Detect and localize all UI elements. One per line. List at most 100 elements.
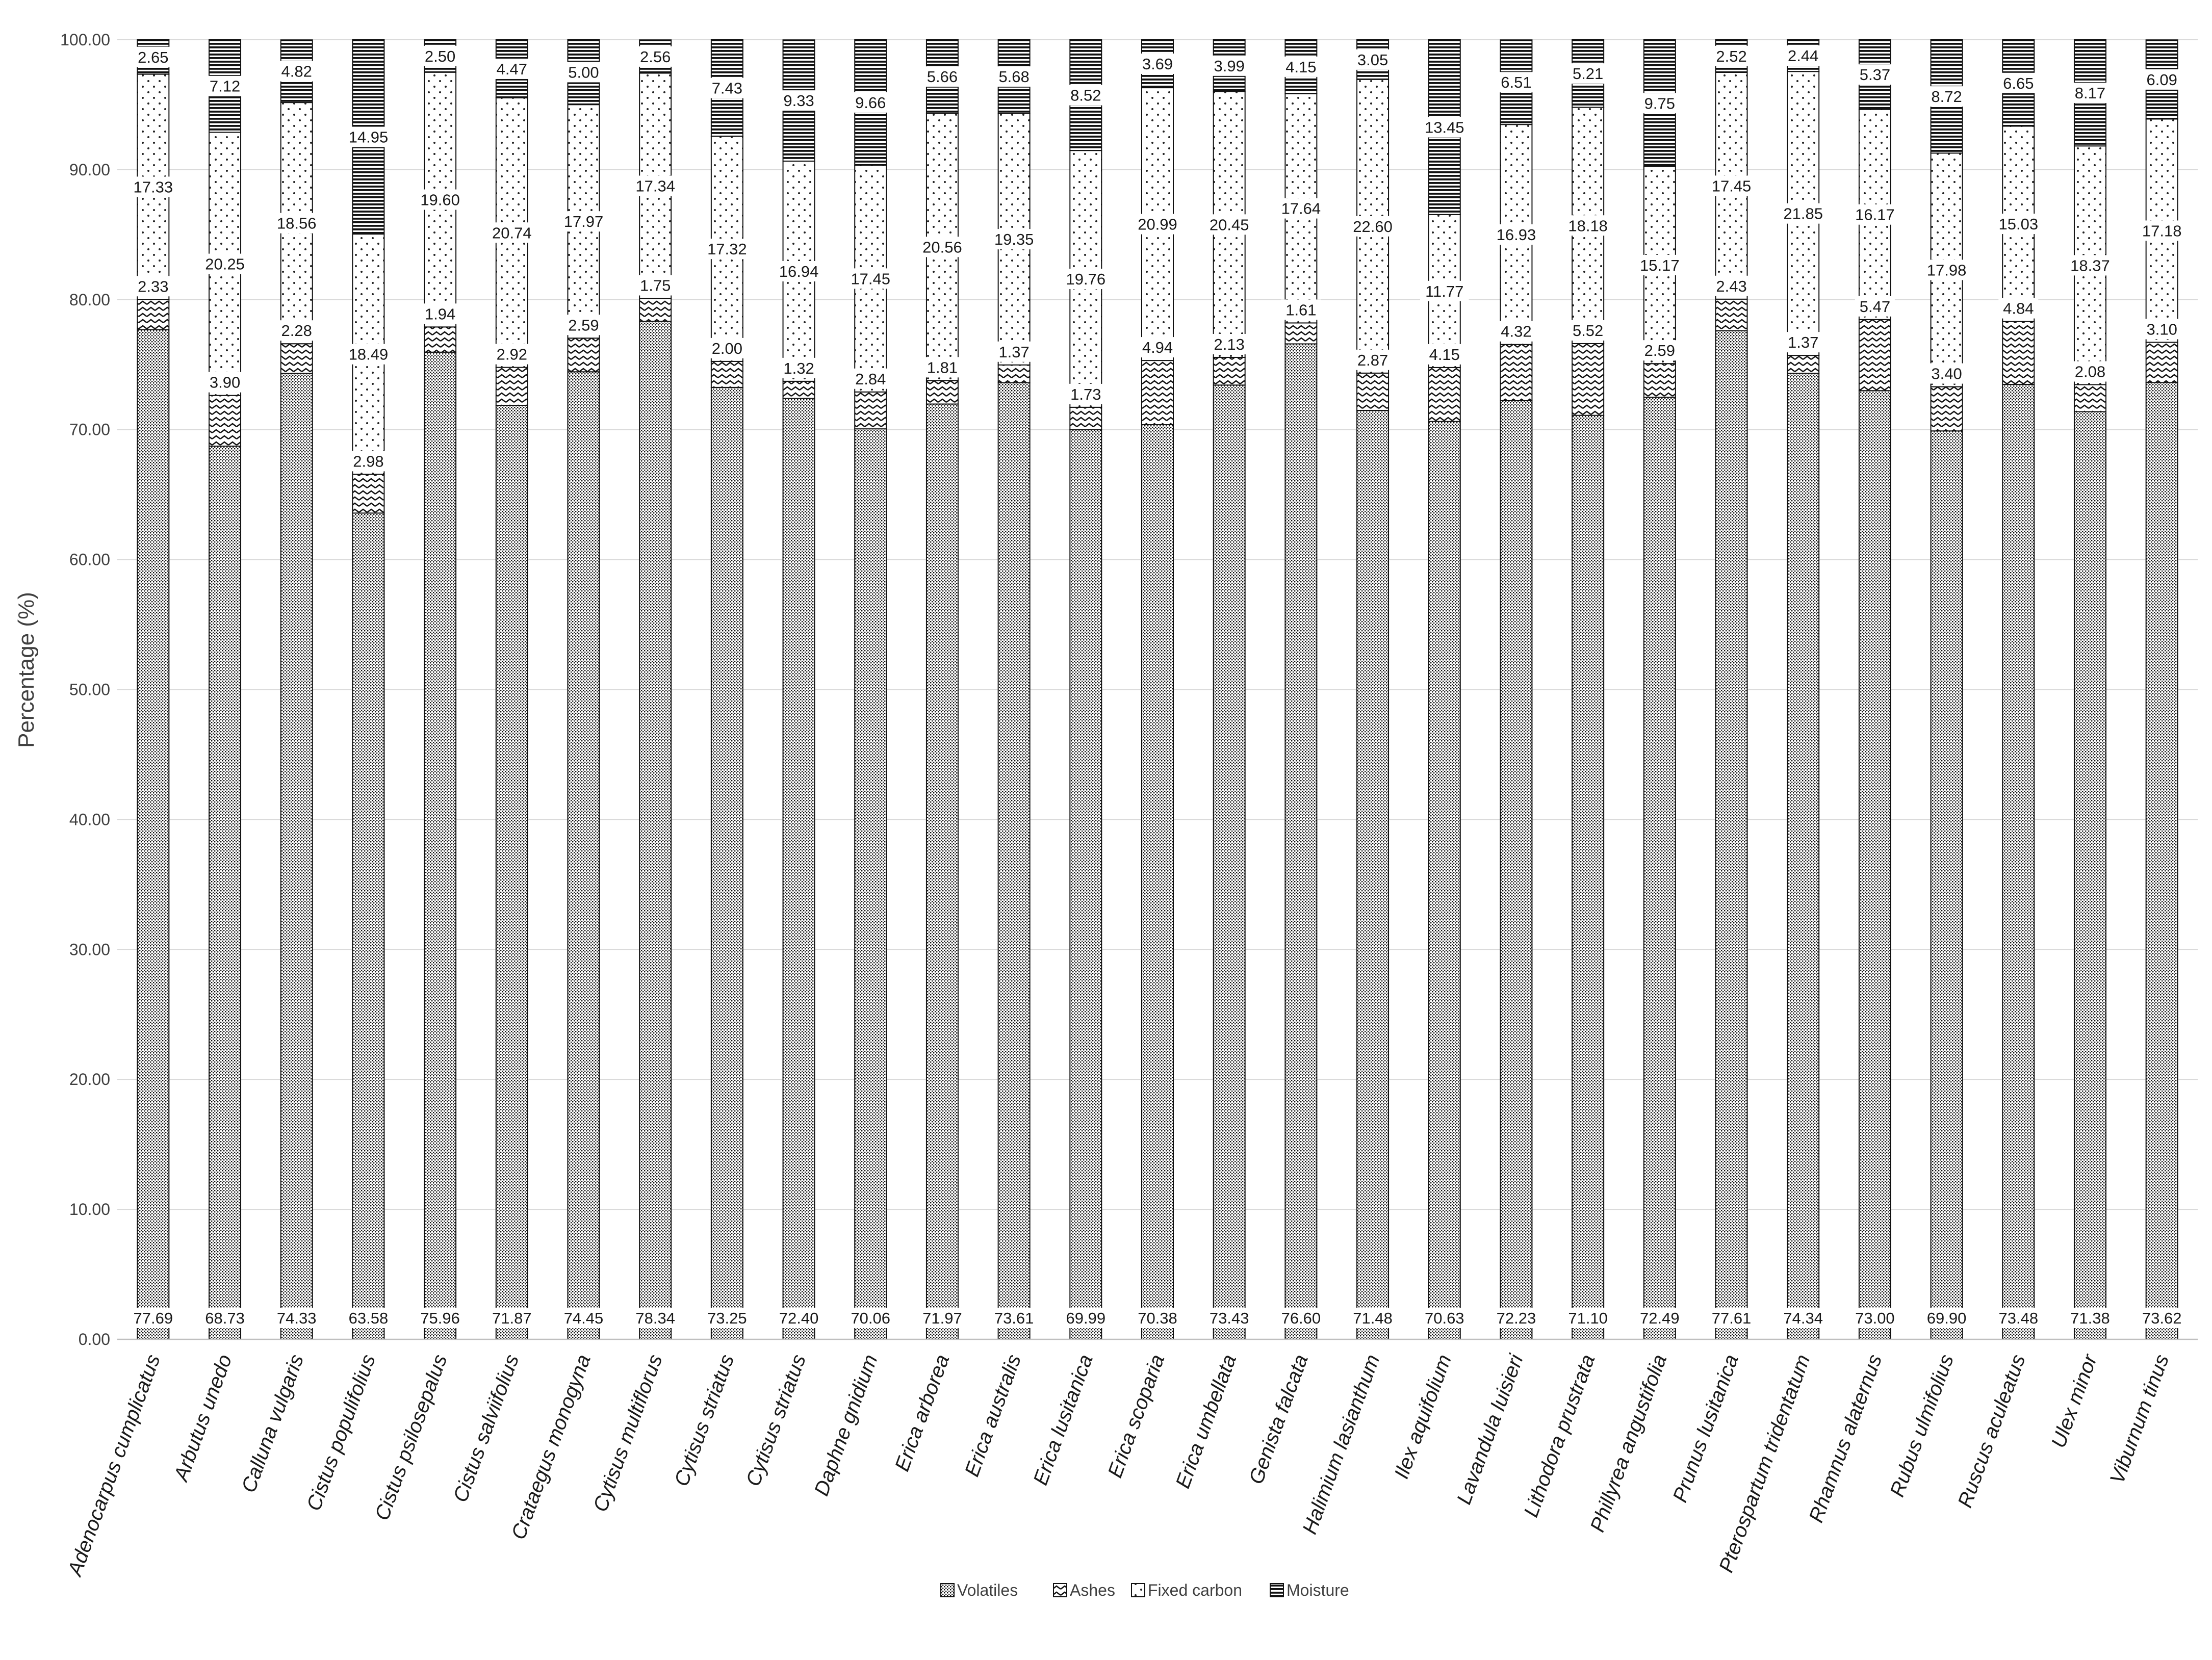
- data-label: 71.38: [2070, 1309, 2110, 1327]
- legend-swatch: [940, 1583, 955, 1597]
- data-label: 20.99: [1138, 216, 1177, 234]
- data-label: 1.61: [1285, 301, 1316, 319]
- data-label: 2.44: [1788, 47, 1818, 65]
- data-label: 8.17: [2075, 84, 2105, 102]
- bar-segment: [1428, 421, 1461, 1340]
- data-label: 1.73: [1070, 385, 1101, 403]
- data-label: 2.52: [1716, 47, 1746, 65]
- data-label-bg: [559, 1308, 608, 1328]
- bar-segment: [1858, 319, 1891, 392]
- data-label-bg: [631, 175, 680, 196]
- data-label: 75.96: [420, 1309, 460, 1327]
- y-tick-label: 20.00: [69, 1070, 110, 1088]
- data-label: 18.49: [349, 346, 389, 364]
- data-label-bg: [1711, 45, 1752, 66]
- bar-segment: [2002, 383, 2035, 1340]
- bar-segment: [782, 398, 815, 1340]
- data-label: 72.49: [1640, 1309, 1680, 1327]
- data-label: 70.38: [1138, 1309, 1177, 1327]
- x-tick-label: Cistus psilosepalus: [371, 1352, 451, 1523]
- data-label-bg: [1998, 298, 2039, 319]
- y-tick-label: 80.00: [69, 291, 110, 309]
- data-label-bg: [205, 372, 245, 393]
- data-label: 2.98: [353, 452, 383, 470]
- data-label-bg: [1133, 1308, 1182, 1328]
- data-label: 70.06: [851, 1309, 890, 1327]
- bar-segment: [639, 298, 672, 322]
- data-label-bg: [1061, 1308, 1111, 1328]
- data-label-bg: [2142, 69, 2182, 90]
- bar-segment: [1572, 414, 1605, 1340]
- y-tick-label: 60.00: [69, 551, 110, 569]
- data-label: 3.69: [1142, 55, 1173, 73]
- data-label-bg: [918, 1308, 967, 1328]
- data-label-bg: [1711, 275, 1752, 296]
- data-label: 20.56: [922, 238, 962, 256]
- data-label-bg: [707, 77, 747, 98]
- data-label-bg: [563, 62, 604, 83]
- bar-segment: [997, 364, 1031, 383]
- data-label-bg: [703, 239, 752, 260]
- x-tick-label: Erica arborea: [891, 1352, 954, 1474]
- data-label-bg: [133, 46, 173, 67]
- data-label-bg: [1707, 1308, 1756, 1328]
- data-label-bg: [133, 276, 173, 297]
- bar-segment: [137, 299, 170, 330]
- data-label-bg: [2137, 1308, 2187, 1328]
- data-label: 3.99: [1214, 57, 1245, 75]
- data-label-bg: [922, 357, 962, 378]
- data-label: 18.56: [277, 215, 317, 232]
- data-label-bg: [635, 46, 676, 67]
- data-label: 21.85: [1783, 205, 1823, 223]
- data-label-bg: [1424, 344, 1464, 365]
- data-label: 5.21: [1573, 65, 1603, 83]
- bar-segment: [854, 428, 887, 1340]
- bar-segment: [2073, 384, 2106, 412]
- data-label: 77.61: [1712, 1309, 1752, 1327]
- data-label: 9.33: [783, 92, 814, 110]
- bar-segment: [1643, 397, 1676, 1340]
- data-label-bg: [1496, 321, 1536, 342]
- data-label: 20.45: [1210, 216, 1249, 234]
- y-tick-label: 90.00: [69, 161, 110, 179]
- x-tick-label: Cistus salviifolius: [449, 1352, 524, 1505]
- data-label: 69.90: [1927, 1309, 1967, 1327]
- data-label: 2.59: [1644, 342, 1675, 359]
- data-label-bg: [1783, 45, 1823, 66]
- data-label: 16.17: [1855, 206, 1895, 224]
- data-label: 19.35: [994, 230, 1034, 248]
- legend-swatch: [1131, 1583, 1145, 1597]
- data-label-bg: [989, 1308, 1039, 1328]
- data-label-bg: [1922, 1308, 1971, 1328]
- data-label-bg: [703, 1308, 752, 1328]
- x-tick-label: Ruscus aculeatus: [1953, 1352, 2029, 1511]
- data-label: 72.40: [779, 1309, 819, 1327]
- data-label-bg: [2066, 1308, 2115, 1328]
- x-tick-label: Erica umbellata: [1172, 1352, 1241, 1491]
- data-label-bg: [1348, 216, 1397, 237]
- x-tick-label: Halimium lasianthum: [1298, 1352, 1384, 1537]
- y-tick-label: 70.00: [69, 421, 110, 439]
- data-label: 17.33: [134, 178, 173, 196]
- data-label-bg: [2070, 83, 2110, 103]
- data-label: 1.37: [998, 343, 1029, 361]
- data-label: 73.25: [707, 1309, 747, 1327]
- data-label: 74.34: [1783, 1309, 1823, 1327]
- data-label: 3.90: [210, 374, 240, 392]
- x-tick-label: Cytisus striatus: [670, 1352, 738, 1489]
- data-label-bg: [276, 61, 317, 82]
- data-label: 5.52: [1573, 322, 1603, 340]
- data-label: 16.94: [779, 263, 819, 280]
- data-label-bg: [994, 66, 1034, 87]
- data-label-bg: [1209, 55, 1249, 76]
- bar-segment: [1069, 406, 1102, 430]
- data-label: 13.45: [1425, 118, 1464, 136]
- data-label: 70.63: [1425, 1309, 1464, 1327]
- data-label: 15.03: [1998, 215, 2038, 233]
- data-label: 17.97: [564, 213, 604, 230]
- data-label: 2.13: [1214, 335, 1245, 353]
- data-label: 71.87: [492, 1309, 532, 1327]
- bar-segment: [1643, 363, 1676, 398]
- bar-segment: [925, 403, 959, 1340]
